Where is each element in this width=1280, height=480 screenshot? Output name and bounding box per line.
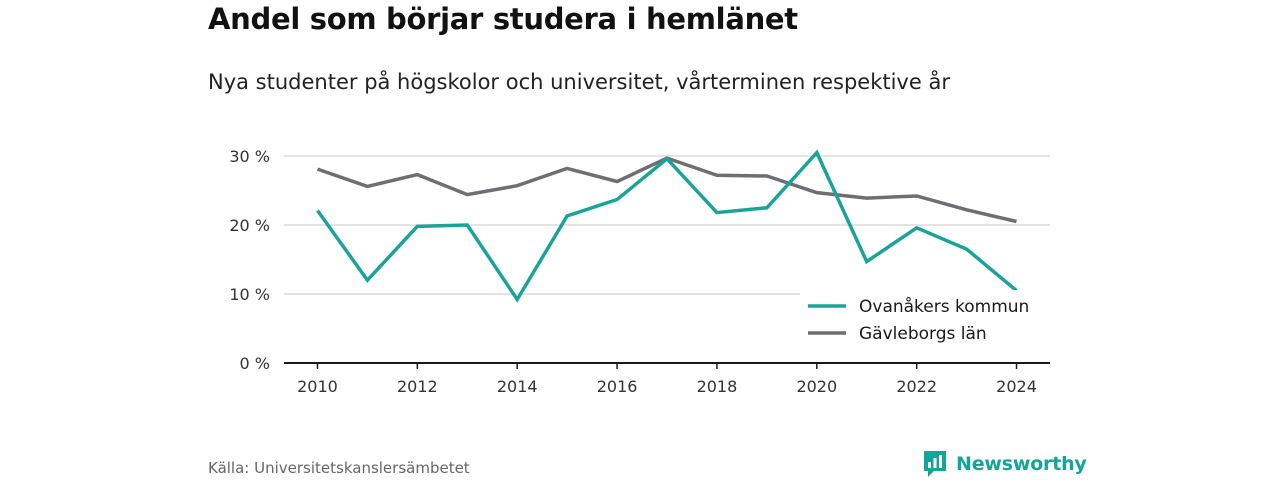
- newsworthy-logo[interactable]: Newsworthy: [922, 449, 1087, 479]
- bar-chart-speech-bubble-icon: [924, 451, 946, 477]
- grid-lines: [284, 155, 1050, 295]
- x-tick-label: 2020: [796, 377, 837, 396]
- legend: Ovanåkers kommun Gävleborgs län: [800, 290, 1050, 352]
- legend-label: Ovanåkers kommun: [859, 296, 1029, 317]
- x-tick-label: 2022: [896, 377, 937, 396]
- y-tick-label: 0 %: [240, 354, 270, 373]
- chart-title: Andel som börjar studera i hemlänet: [208, 2, 798, 36]
- x-tick-label: 2012: [397, 377, 438, 396]
- x-tick-label: 2016: [597, 377, 638, 396]
- chart-subtitle: Nya studenter på högskolor och universit…: [208, 70, 950, 94]
- x-tick-label: 2024: [996, 377, 1037, 396]
- brand-name: Newsworthy: [956, 453, 1087, 475]
- x-tick-label: 2018: [697, 377, 738, 396]
- axes: 0 % 10 % 20 % 30 % 2010 2012 2014 2016 2018 2020 2…: [229, 147, 1050, 396]
- legend-background: [800, 290, 1050, 352]
- source-note: Källa: Universitetskanslersämbetet: [208, 459, 470, 477]
- series-line-ovanaker: [316, 149, 1018, 303]
- series-line-gavleborg: [316, 156, 1017, 224]
- series-lines: [316, 149, 1018, 303]
- y-tick-label: 20 %: [229, 216, 270, 235]
- y-tick-label: 10 %: [229, 285, 270, 304]
- x-tick-label: 2010: [297, 377, 338, 396]
- legend-label: Gävleborgs län: [859, 324, 987, 344]
- x-tick-label: 2014: [497, 377, 538, 396]
- y-tick-label: 30 %: [229, 147, 270, 166]
